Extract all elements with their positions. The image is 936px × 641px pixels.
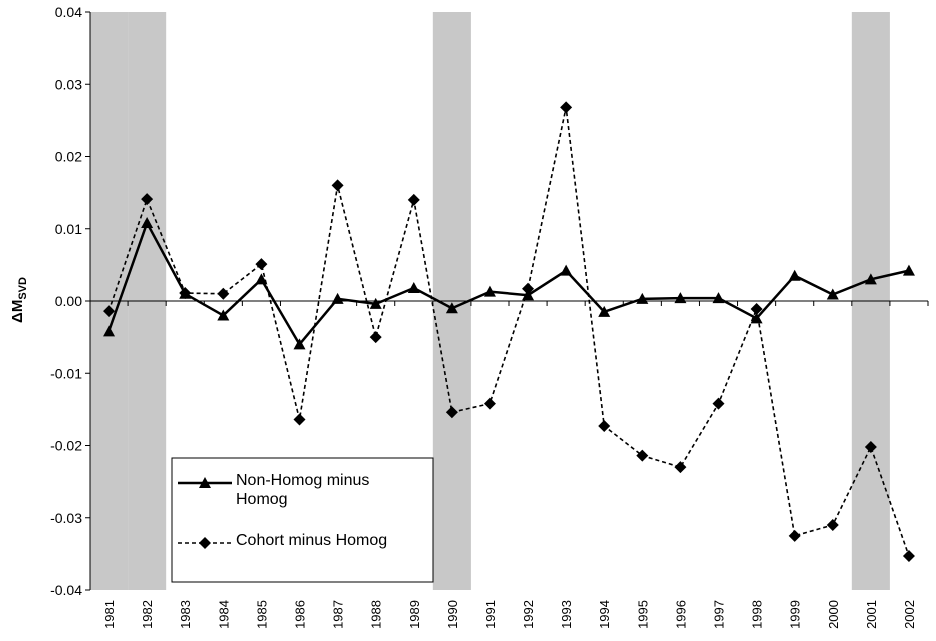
- triangle-marker: [293, 338, 306, 350]
- diamond-marker: [522, 282, 535, 295]
- triangle-marker: [750, 312, 763, 324]
- diamond-marker: [293, 413, 306, 426]
- x-tick-label: 2002: [902, 600, 917, 629]
- x-tick-label: 1989: [407, 600, 422, 629]
- triangle-marker: [407, 281, 420, 293]
- x-tick-label: 1993: [559, 600, 574, 629]
- y-tick-label: 0.03: [55, 76, 82, 92]
- diamond-marker: [598, 419, 611, 432]
- diamond-marker: [199, 537, 211, 549]
- y-tick-label: -0.04: [50, 582, 82, 598]
- diamond-marker: [179, 287, 192, 300]
- triangle-marker: [636, 292, 649, 304]
- y-tick-label: 0.04: [55, 4, 82, 20]
- x-tick-label: 1994: [597, 600, 612, 629]
- triangle-marker: [674, 292, 687, 304]
- x-tick-label: 1988: [369, 600, 384, 629]
- x-tick-label: 1986: [293, 600, 308, 629]
- x-tick-label: 1982: [140, 600, 155, 629]
- legend-label: Cohort minus Homog: [236, 532, 388, 549]
- diamond-marker: [369, 331, 382, 344]
- x-tick-label: 1990: [445, 600, 460, 629]
- diamond-marker: [864, 440, 877, 453]
- triangle-marker: [864, 273, 877, 285]
- diamond-marker: [750, 302, 763, 315]
- x-tick-label: 2000: [826, 600, 841, 629]
- diamond-marker: [674, 461, 687, 474]
- x-tick-label: 1992: [521, 600, 536, 629]
- x-tick-label: 1984: [216, 600, 231, 629]
- triangle-marker: [141, 216, 154, 228]
- diamond-marker: [103, 305, 116, 318]
- triangle-marker: [826, 288, 839, 300]
- triangle-marker: [103, 325, 116, 337]
- legend-label: Non-Homog minus Homog: [236, 472, 370, 508]
- diamond-marker: [902, 550, 915, 563]
- triangle-marker: [255, 273, 268, 285]
- triangle-marker: [199, 477, 211, 488]
- x-tick-label: 1996: [673, 600, 688, 629]
- y-tick-label: -0.02: [50, 438, 82, 454]
- y-tick-label: 0.01: [55, 221, 82, 237]
- legend-entry: Cohort minus Homog: [236, 532, 388, 549]
- series-line: [107, 219, 910, 347]
- triangle-marker: [369, 297, 382, 309]
- diamond-marker: [788, 529, 801, 542]
- diamond-marker: [331, 179, 344, 192]
- diamond-marker: [255, 258, 268, 271]
- triangle-marker: [902, 264, 915, 276]
- y-label: ΔMSVD: [9, 277, 29, 323]
- triangle-marker: [560, 264, 573, 276]
- diamond-marker: [712, 397, 725, 410]
- diamond-marker: [445, 406, 458, 419]
- series-line: [108, 107, 910, 557]
- x-tick-label: 1985: [254, 600, 269, 629]
- triangle-marker: [217, 309, 230, 321]
- triangle-marker: [445, 302, 458, 314]
- y-tick-label: 0.02: [55, 149, 82, 165]
- diamond-marker: [826, 518, 839, 531]
- y-label-sub: SVD: [17, 277, 29, 300]
- y-tick-label: -0.01: [50, 365, 82, 381]
- legend-entry: Non-Homog minus Homog: [236, 472, 370, 508]
- diamond-marker: [560, 101, 573, 114]
- y-tick-label: 0.00: [55, 293, 82, 309]
- triangle-marker: [483, 285, 496, 297]
- y-tick-label: -0.03: [50, 510, 82, 526]
- x-tick-label: 1991: [483, 600, 498, 629]
- x-tick-label: 1997: [712, 600, 727, 629]
- x-tick-label: 2001: [864, 600, 879, 629]
- triangle-marker: [331, 292, 344, 304]
- diamond-marker: [217, 287, 230, 300]
- diamond-marker: [141, 193, 154, 206]
- x-tick-label: 1983: [178, 600, 193, 629]
- diamond-marker: [636, 449, 649, 462]
- diamond-marker: [483, 397, 496, 410]
- x-tick-label: 1995: [635, 600, 650, 629]
- x-tick-label: 1981: [102, 600, 117, 629]
- x-tick-label: 1987: [331, 600, 346, 629]
- legend-box: [171, 457, 434, 583]
- x-tick-label: 1998: [750, 600, 765, 629]
- x-tick-label: 1999: [788, 600, 803, 629]
- triangle-marker: [712, 292, 725, 304]
- diamond-marker: [407, 193, 420, 206]
- triangle-marker: [598, 305, 611, 317]
- triangle-marker: [788, 269, 801, 281]
- y-label-main: ΔM: [9, 300, 26, 323]
